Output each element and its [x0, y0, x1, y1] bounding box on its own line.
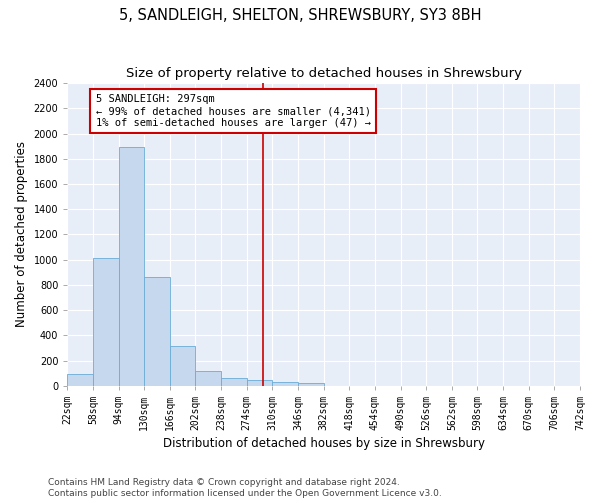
X-axis label: Distribution of detached houses by size in Shrewsbury: Distribution of detached houses by size …	[163, 437, 485, 450]
Title: Size of property relative to detached houses in Shrewsbury: Size of property relative to detached ho…	[125, 68, 521, 80]
Text: 5, SANDLEIGH, SHELTON, SHREWSBURY, SY3 8BH: 5, SANDLEIGH, SHELTON, SHREWSBURY, SY3 8…	[119, 8, 481, 22]
Bar	[67, 374, 93, 386]
Bar	[170, 346, 196, 386]
Bar	[298, 384, 323, 386]
Bar	[196, 372, 221, 386]
Bar	[144, 278, 170, 386]
Bar	[272, 382, 298, 386]
Bar	[119, 148, 144, 386]
Bar	[93, 258, 119, 386]
Text: Contains HM Land Registry data © Crown copyright and database right 2024.
Contai: Contains HM Land Registry data © Crown c…	[48, 478, 442, 498]
Bar	[221, 378, 247, 386]
Bar	[247, 380, 272, 386]
Text: 5 SANDLEIGH: 297sqm
← 99% of detached houses are smaller (4,341)
1% of semi-deta: 5 SANDLEIGH: 297sqm ← 99% of detached ho…	[95, 94, 371, 128]
Y-axis label: Number of detached properties: Number of detached properties	[15, 142, 28, 328]
